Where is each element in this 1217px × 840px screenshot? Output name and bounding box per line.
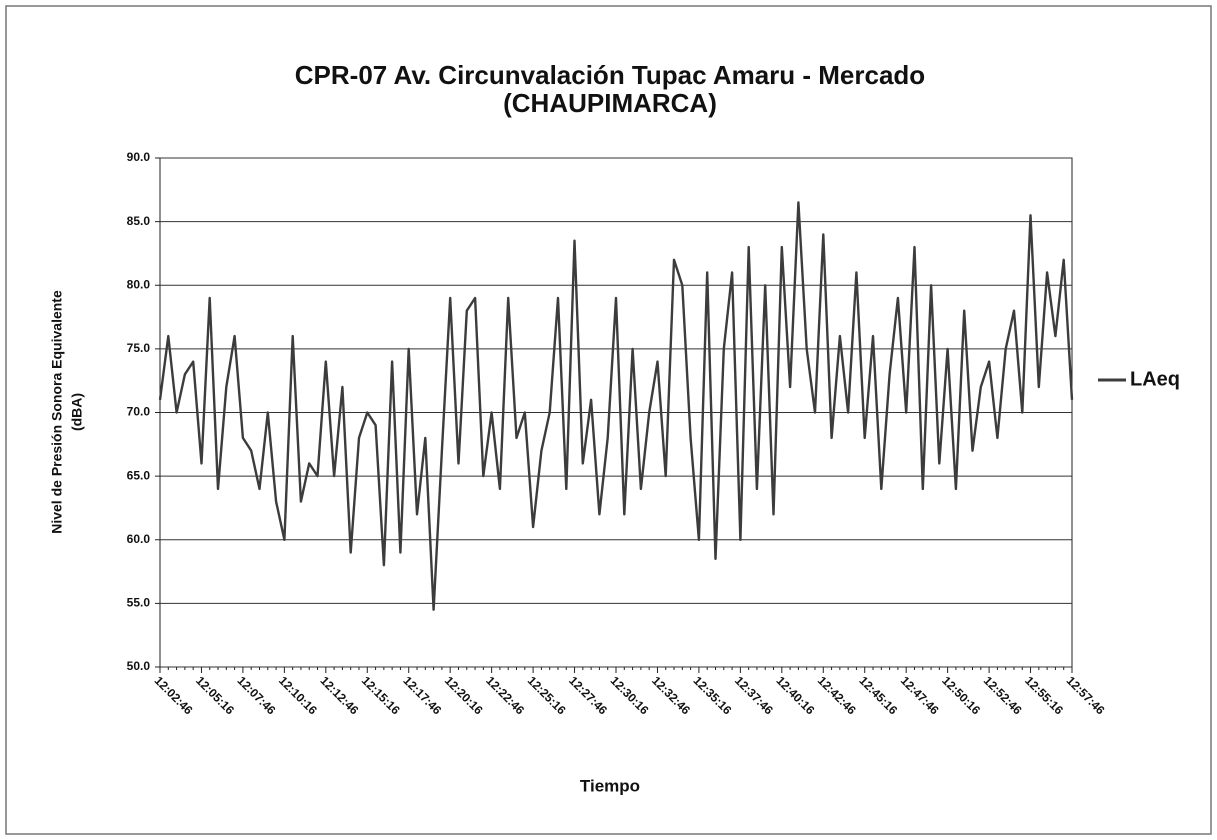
- y-tick-label: 85.0: [127, 214, 151, 228]
- legend-label: LAeq: [1130, 368, 1180, 390]
- x-tick-label: 12:25:16: [525, 673, 569, 717]
- x-tick-label: 12:30:16: [608, 673, 652, 717]
- x-tick-label: 12:15:16: [359, 673, 403, 717]
- x-tick-label: 12:50:16: [939, 673, 983, 717]
- y-tick-label: 90.0: [127, 150, 151, 164]
- x-tick-label: 12:52:46: [981, 673, 1025, 717]
- y-tick-label: 80.0: [127, 277, 151, 291]
- x-tick-label: 12:05:16: [193, 673, 237, 717]
- x-tick-label: 12:27:46: [566, 673, 610, 717]
- x-tick-label: 12:37:46: [732, 673, 776, 717]
- x-tick-label: 12:17:46: [400, 673, 444, 717]
- x-tick-label: 12:20:16: [442, 673, 486, 717]
- y-tick-label: 65.0: [127, 468, 151, 482]
- x-tick-label: 12:35:16: [691, 673, 735, 717]
- chart-title: CPR-07 Av. Circunvalación Tupac Amaru - …: [295, 60, 925, 90]
- y-tick-label: 70.0: [127, 405, 151, 419]
- x-axis-label: Tiempo: [580, 776, 640, 795]
- y-tick-label: 55.0: [127, 596, 151, 610]
- data-line: [158, 201, 1074, 611]
- x-tick-label: 12:12:46: [317, 673, 361, 717]
- chart-subtitle: (CHAUPIMARCA): [503, 88, 717, 118]
- y-axis-label: Nivel de Presión Sonora Equivalente: [49, 290, 65, 534]
- x-tick-label: 12:22:46: [483, 673, 527, 717]
- x-tick-label: 12:32:46: [649, 673, 693, 717]
- x-tick-label: 12:40:16: [773, 673, 817, 717]
- x-tick-label: 12:55:16: [1022, 673, 1066, 717]
- x-tick-label: 12:02:46: [152, 673, 196, 717]
- x-tick-label: 12:42:46: [815, 673, 859, 717]
- y-axis-unit: (dBA): [69, 393, 85, 431]
- x-tick-label: 12:10:16: [276, 673, 320, 717]
- x-tick-label: 12:45:16: [856, 673, 900, 717]
- x-tick-label: 12:07:46: [235, 673, 279, 717]
- x-tick-label: 12:57:46: [1064, 673, 1108, 717]
- y-tick-label: 60.0: [127, 532, 151, 546]
- x-tick-label: 12:47:46: [898, 673, 942, 717]
- frame: [5, 5, 1212, 835]
- y-tick-label: 75.0: [127, 341, 151, 355]
- y-tick-label: 50.0: [127, 659, 151, 673]
